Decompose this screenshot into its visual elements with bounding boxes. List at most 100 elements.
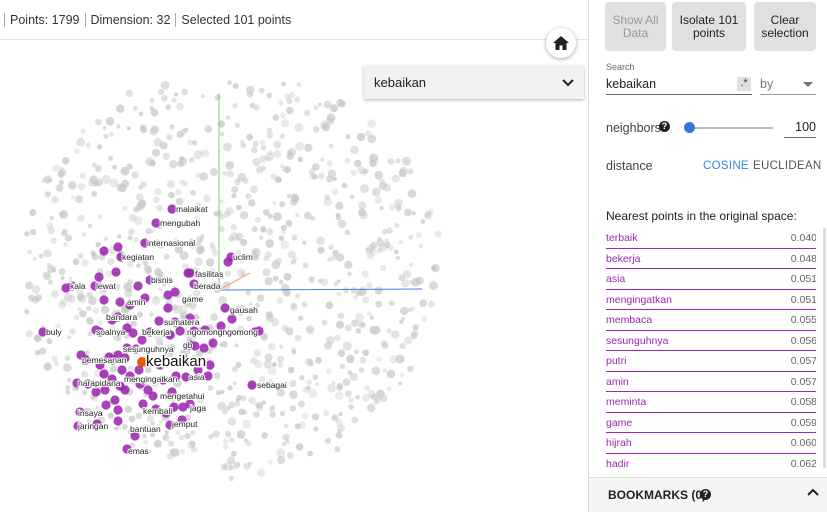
background-point[interactable] (91, 162, 97, 168)
background-point[interactable] (267, 378, 273, 385)
background-point[interactable] (95, 405, 100, 410)
background-point[interactable] (332, 176, 337, 181)
background-point[interactable] (189, 241, 197, 250)
background-point[interactable] (357, 320, 364, 327)
highlighted-point[interactable] (163, 290, 173, 300)
highlighted-point[interactable] (193, 365, 203, 375)
nearest-point-row[interactable]: meminta 0.058 (606, 392, 816, 413)
background-point[interactable] (162, 434, 168, 441)
background-point[interactable] (367, 244, 376, 253)
highlighted-point[interactable] (227, 314, 237, 324)
selected-point[interactable] (137, 357, 147, 367)
background-point[interactable] (91, 251, 97, 257)
background-point[interactable] (276, 297, 284, 305)
background-point[interactable] (235, 232, 243, 241)
background-point[interactable] (150, 108, 159, 117)
background-point[interactable] (260, 144, 267, 151)
highlighted-point[interactable] (113, 242, 123, 252)
background-point[interactable] (46, 338, 53, 345)
background-point[interactable] (179, 179, 184, 185)
background-point[interactable] (243, 438, 248, 443)
background-point[interactable] (324, 194, 330, 200)
background-point[interactable] (304, 109, 311, 117)
background-point[interactable] (347, 271, 352, 276)
highlighted-point[interactable] (190, 341, 200, 351)
background-point[interactable] (135, 412, 143, 420)
background-point[interactable] (400, 373, 405, 378)
background-point[interactable] (228, 475, 235, 482)
background-point[interactable] (246, 315, 252, 322)
background-point[interactable] (260, 165, 267, 171)
background-point[interactable] (374, 196, 382, 204)
background-point[interactable] (429, 281, 438, 290)
background-point[interactable] (240, 304, 246, 311)
background-point[interactable] (253, 411, 260, 418)
background-point[interactable] (407, 365, 414, 373)
background-point[interactable] (359, 356, 367, 364)
nearest-point-row[interactable]: terbaik 0.040 (606, 228, 816, 249)
background-point[interactable] (218, 295, 228, 305)
background-point[interactable] (190, 446, 198, 453)
background-point[interactable] (167, 180, 175, 188)
background-point[interactable] (109, 365, 118, 373)
background-point[interactable] (49, 215, 54, 221)
background-point[interactable] (396, 206, 402, 212)
background-point[interactable] (248, 199, 256, 207)
background-point[interactable] (336, 98, 345, 107)
background-point[interactable] (369, 315, 374, 320)
background-point[interactable] (361, 270, 369, 278)
background-point[interactable] (367, 119, 376, 128)
background-point[interactable] (272, 362, 277, 368)
background-point[interactable] (27, 249, 32, 255)
background-point[interactable] (215, 390, 222, 396)
background-point[interactable] (63, 363, 72, 372)
background-point[interactable] (137, 199, 147, 208)
background-point[interactable] (25, 281, 34, 290)
background-point[interactable] (155, 276, 161, 282)
background-point[interactable] (126, 126, 131, 131)
background-point[interactable] (64, 234, 72, 242)
bookmarks-bar[interactable]: BOOKMARKS (0) ? (589, 477, 827, 512)
background-point[interactable] (200, 94, 205, 99)
background-point[interactable] (306, 385, 311, 390)
background-point[interactable] (76, 137, 86, 147)
background-point[interactable] (107, 412, 115, 419)
background-point[interactable] (295, 293, 300, 299)
background-point[interactable] (394, 198, 403, 208)
background-point[interactable] (355, 313, 364, 322)
background-point[interactable] (86, 419, 91, 424)
highlighted-point[interactable] (177, 415, 187, 425)
highlighted-point[interactable] (189, 326, 199, 336)
background-point[interactable] (328, 244, 334, 250)
background-point[interactable] (361, 322, 366, 328)
background-point[interactable] (360, 169, 367, 176)
background-point[interactable] (395, 255, 400, 260)
background-point[interactable] (107, 258, 115, 266)
background-point[interactable] (188, 157, 195, 163)
background-point[interactable] (202, 149, 210, 157)
background-point[interactable] (180, 128, 187, 136)
background-point[interactable] (59, 168, 67, 176)
background-point[interactable] (302, 262, 309, 269)
background-point[interactable] (240, 271, 246, 277)
nearest-point-row[interactable]: sesunguhnya 0.056 (606, 331, 816, 351)
show-all-data-button[interactable]: Show All Data (605, 2, 666, 51)
background-point[interactable] (143, 439, 149, 445)
label-by-dropdown[interactable]: kebaikan (364, 66, 584, 99)
background-point[interactable] (276, 388, 285, 397)
background-point[interactable] (213, 372, 221, 380)
background-point[interactable] (398, 274, 406, 282)
background-point[interactable] (342, 287, 349, 294)
background-point[interactable] (315, 381, 320, 386)
background-point[interactable] (358, 288, 367, 297)
background-point[interactable] (223, 142, 232, 152)
distance-cosine-option[interactable]: COSINE (703, 160, 749, 172)
background-point[interactable] (155, 204, 164, 212)
background-point[interactable] (41, 177, 47, 184)
background-point[interactable] (281, 283, 290, 293)
highlighted-point[interactable] (133, 281, 143, 291)
background-point[interactable] (266, 132, 274, 139)
background-point[interactable] (182, 180, 188, 186)
highlighted-point[interactable] (145, 327, 155, 337)
background-point[interactable] (235, 362, 242, 368)
